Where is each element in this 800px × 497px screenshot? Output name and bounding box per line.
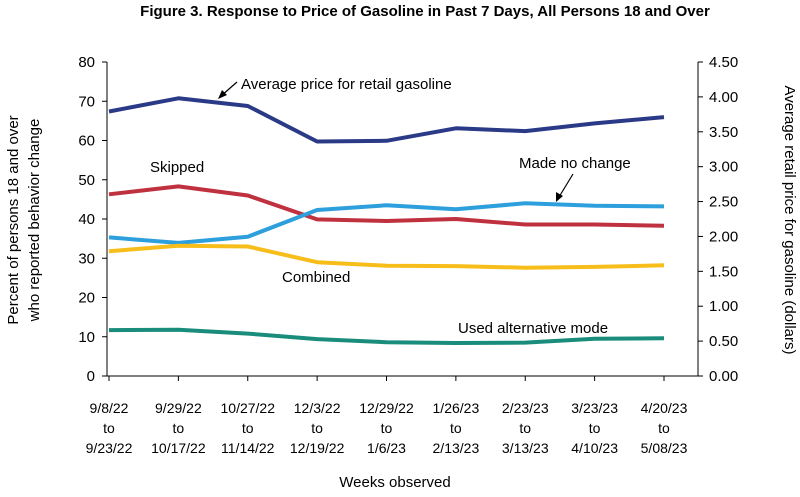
right-tick-label: 1.00 bbox=[709, 298, 738, 315]
x-tick-label: 10/17/22 bbox=[151, 440, 206, 456]
label-used-alternative-mode: Used alternative mode bbox=[458, 320, 608, 337]
x-tick-label: to bbox=[173, 420, 185, 436]
right-tick-label: 4.00 bbox=[709, 89, 738, 106]
x-tick-label: 3/23/23 bbox=[571, 400, 618, 416]
label-combined: Combined bbox=[282, 269, 350, 286]
x-tick-label: to bbox=[311, 420, 323, 436]
y-axis-label-line1: Percent of persons 18 and over bbox=[5, 115, 22, 324]
series-line-combined bbox=[108, 243, 665, 270]
y2-axis-label: Average retail price for gasoline (dolla… bbox=[781, 85, 798, 354]
x-tick-label: 5/08/23 bbox=[641, 440, 688, 456]
x-tick-label: 12/3/22 bbox=[294, 400, 341, 416]
x-tick-label: 10/27/22 bbox=[221, 400, 276, 416]
y-axis-label-line2: who reported behavior change bbox=[26, 119, 43, 323]
right-tick-label: 0.00 bbox=[709, 368, 738, 385]
left-tick-label: 20 bbox=[78, 290, 95, 307]
left-tick-label: 0 bbox=[87, 368, 95, 385]
right-tick-labels: 0.00 0.50 1.00 1.50 2.00 2.50 3.00 3.50 4.00 4.50 bbox=[698, 54, 738, 385]
x-tick-label: 2/23/23 bbox=[502, 400, 549, 416]
right-tick-label: 3.00 bbox=[709, 159, 738, 176]
series-line-made-no-change bbox=[108, 201, 665, 245]
series-line-used-alternative-mode bbox=[108, 327, 665, 345]
x-tick-label: 1/6/23 bbox=[367, 440, 406, 456]
x-tick-label: to bbox=[450, 420, 462, 436]
x-tick-label: 9/8/22 bbox=[90, 400, 129, 416]
series-lines bbox=[108, 96, 665, 345]
right-tick-label: 0.50 bbox=[709, 333, 738, 350]
right-tick-label: 2.00 bbox=[709, 228, 738, 245]
series-line-average-price-for-retail-gasoline bbox=[108, 96, 665, 144]
x-tick-label: 9/29/22 bbox=[155, 400, 202, 416]
left-tick-label: 80 bbox=[78, 54, 95, 71]
no-change-annotation-arrow bbox=[558, 173, 574, 198]
x-tick-label: 3/13/23 bbox=[502, 440, 549, 456]
x-tick-label: 12/29/22 bbox=[359, 400, 414, 416]
no-change-annotation-arrowhead bbox=[556, 192, 563, 202]
x-tick-label: to bbox=[589, 420, 601, 436]
label-made-no-change: Made no change bbox=[519, 155, 631, 172]
left-tick-label: 10 bbox=[78, 329, 95, 346]
series-line-skipped bbox=[108, 184, 665, 228]
x-tick-label: 1/26/23 bbox=[433, 400, 480, 416]
x-tick-labels: 9/8/22 to 9/23/22 9/29/22 to 10/17/22 10/27/22… bbox=[86, 376, 688, 456]
left-tick-label: 50 bbox=[78, 172, 95, 189]
x-tick-label: 4/20/23 bbox=[641, 400, 688, 416]
left-tick-labels: 0 10 20 30 40 50 60 70 80 bbox=[78, 54, 107, 385]
left-tick-label: 70 bbox=[78, 93, 95, 110]
label-skipped: Skipped bbox=[150, 159, 204, 176]
x-tick-label: to bbox=[658, 420, 670, 436]
right-tick-label: 4.50 bbox=[709, 54, 738, 71]
x-tick-label: to bbox=[242, 420, 254, 436]
x-tick-label: 9/23/22 bbox=[86, 440, 133, 456]
right-tick-label: 1.50 bbox=[709, 263, 738, 280]
left-tick-label: 30 bbox=[78, 250, 95, 267]
chart-title: Figure 3. Response to Price of Gasoline … bbox=[140, 3, 710, 20]
label-average-price: Average price for retail gasoline bbox=[241, 76, 452, 93]
x-tick-label: 11/14/22 bbox=[221, 440, 275, 456]
left-tick-label: 60 bbox=[78, 133, 95, 150]
x-tick-label: 12/19/22 bbox=[290, 440, 345, 456]
left-tick-label: 40 bbox=[78, 211, 95, 228]
x-tick-label: 4/10/23 bbox=[571, 440, 618, 456]
x-tick-label: to bbox=[519, 420, 531, 436]
x-tick-label: 2/13/23 bbox=[433, 440, 480, 456]
right-tick-label: 2.50 bbox=[709, 194, 738, 211]
price-annotation-arrowhead bbox=[218, 90, 227, 99]
x-axis-label: Weeks observed bbox=[339, 474, 450, 491]
annotations: Average price for retail gasoline Skippe… bbox=[150, 76, 631, 337]
x-tick-label: to bbox=[103, 420, 115, 436]
x-tick-label: to bbox=[381, 420, 393, 436]
right-tick-label: 3.50 bbox=[709, 124, 738, 141]
